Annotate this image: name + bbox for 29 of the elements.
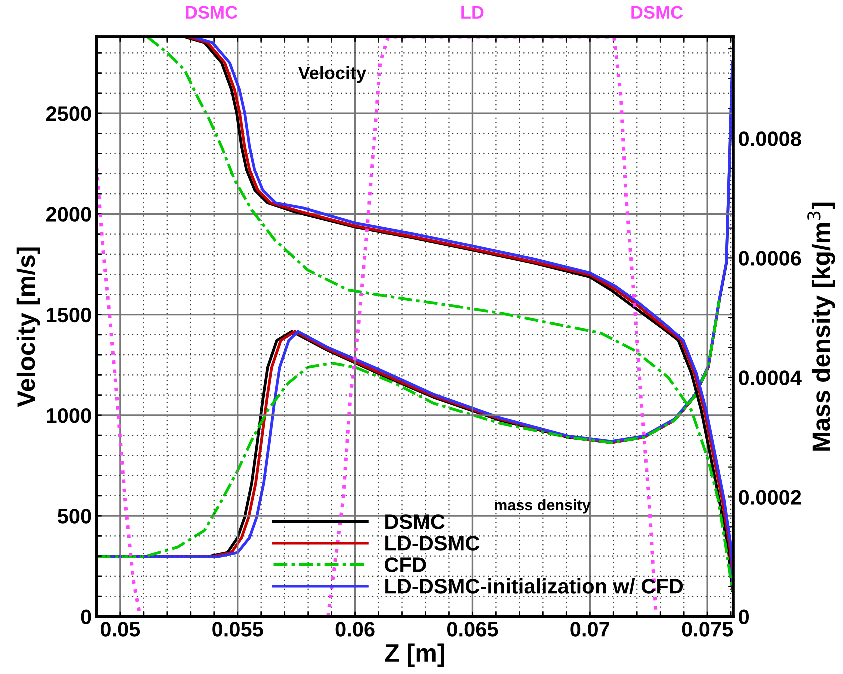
y2-tick-label: 0.0006	[739, 251, 802, 266]
x-tick-label: 0.07	[570, 622, 610, 637]
x-tick-label: 0.06	[336, 622, 375, 637]
text: LD	[462, 6, 484, 19]
legend-label: LD-DSMC	[386, 536, 480, 551]
x-tick-label: 0.055	[212, 622, 264, 637]
annotation: mass density	[495, 499, 591, 514]
y-tick-label: 0	[81, 610, 92, 624]
x-axis-title: Z [m]	[385, 644, 444, 668]
annotation: Velocity	[298, 66, 366, 84]
legend-label: LD-DSMC-initialization w/ CFD	[386, 578, 684, 594]
y2-tick-label: 0.0008	[739, 132, 802, 146]
y2-tick-label: 0.0004	[739, 370, 802, 386]
x-tick-label: 0.065	[447, 622, 498, 637]
y-tick-label: 1000	[47, 408, 92, 424]
text: DSMC	[186, 6, 238, 20]
y2-tick-label: 0	[739, 610, 750, 624]
x-tick-label: 0.075	[682, 622, 734, 637]
y2-axis-title: Mass density [kg/m$^{3}$]	[808, 202, 836, 451]
y-tick-label: 2500	[46, 106, 92, 122]
x-tick-label: 0.05	[100, 622, 140, 637]
y-axis-title: Velocity [m/s]	[16, 248, 40, 408]
legend-label: DSMC	[386, 514, 445, 530]
y-tick-label: 2000	[46, 207, 92, 222]
y-tick-label: 500	[58, 509, 92, 524]
y-tick-label: 1500	[47, 308, 92, 323]
text: DSMC	[632, 6, 684, 20]
y2-tick-label: 0.0002	[739, 490, 802, 505]
legend-label: CFD	[385, 558, 426, 572]
